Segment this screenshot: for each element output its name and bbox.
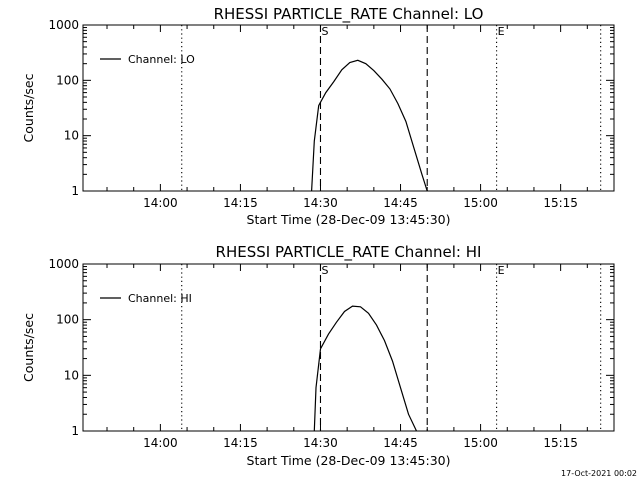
- chart-title: RHESSI PARTICLE_RATE Channel: LO: [214, 5, 484, 24]
- x-tick-label: 15:00: [463, 436, 498, 450]
- x-tick-label: 14:15: [223, 196, 258, 210]
- x-tick-label: 15:15: [543, 436, 578, 450]
- series-line: [311, 59, 428, 192]
- series-line: [313, 305, 418, 432]
- y-tick-label: 100: [56, 313, 79, 327]
- x-axis-label: Start Time (28-Dec-09 13:45:30): [247, 212, 451, 227]
- x-tick-label: 14:00: [143, 436, 178, 450]
- legend-label: Channel: HI: [128, 292, 192, 305]
- x-tick-label: 14:00: [143, 196, 178, 210]
- y-tick-label: 10: [64, 368, 79, 382]
- y-axis-label: Counts/sec: [21, 73, 36, 142]
- y-tick-label: 1: [71, 424, 79, 438]
- x-tick-label: 14:30: [303, 436, 338, 450]
- y-axis-label: Counts/sec: [21, 313, 36, 382]
- footer-timestamp: 17-Oct-2021 00:02: [561, 469, 637, 478]
- x-tick-label: 14:45: [383, 196, 418, 210]
- chart-title: RHESSI PARTICLE_RATE Channel: HI: [216, 243, 482, 262]
- y-tick-label: 1: [71, 184, 79, 198]
- y-tick-label: 10: [64, 129, 79, 143]
- time-marker-label: E: [498, 25, 505, 38]
- x-tick-label: 14:15: [223, 436, 258, 450]
- x-tick-label: 14:30: [303, 196, 338, 210]
- y-tick-label: 1000: [48, 18, 79, 32]
- x-tick-label: 15:15: [543, 196, 578, 210]
- chart-panel-1: RHESSI PARTICLE_RATE Channel: LO Start Ti…: [21, 5, 615, 227]
- x-tick-label: 15:00: [463, 196, 498, 210]
- time-marker-label: S: [321, 25, 328, 38]
- time-marker-label: S: [321, 264, 328, 277]
- plot-frame: [82, 24, 615, 192]
- x-tick-label: 14:45: [383, 436, 418, 450]
- time-marker-label: E: [498, 264, 505, 277]
- y-tick-label: 100: [56, 73, 79, 87]
- y-tick-label: 1000: [48, 257, 79, 271]
- legend-label: Channel: LO: [128, 53, 195, 66]
- chart-panel-2: RHESSI PARTICLE_RATE Channel: HI Start Ti…: [21, 243, 615, 468]
- plot-frame: [82, 263, 615, 432]
- x-axis-label: Start Time (28-Dec-09 13:45:30): [247, 453, 451, 468]
